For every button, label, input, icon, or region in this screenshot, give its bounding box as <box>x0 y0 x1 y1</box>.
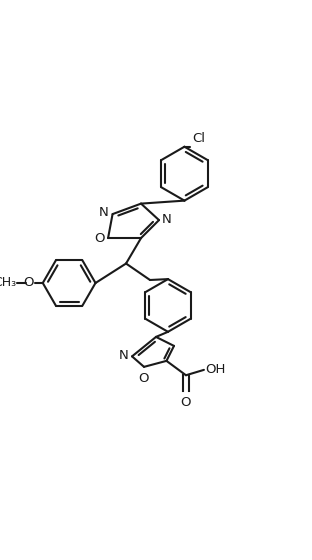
Text: O: O <box>24 277 34 290</box>
Text: O: O <box>94 232 105 245</box>
Text: N: N <box>119 349 129 362</box>
Text: O: O <box>181 396 191 409</box>
Text: O: O <box>138 372 149 385</box>
Text: OH: OH <box>206 363 226 376</box>
Text: Cl: Cl <box>192 132 205 145</box>
Text: N: N <box>99 207 108 220</box>
Text: CH₃: CH₃ <box>0 277 16 290</box>
Text: N: N <box>162 213 172 226</box>
